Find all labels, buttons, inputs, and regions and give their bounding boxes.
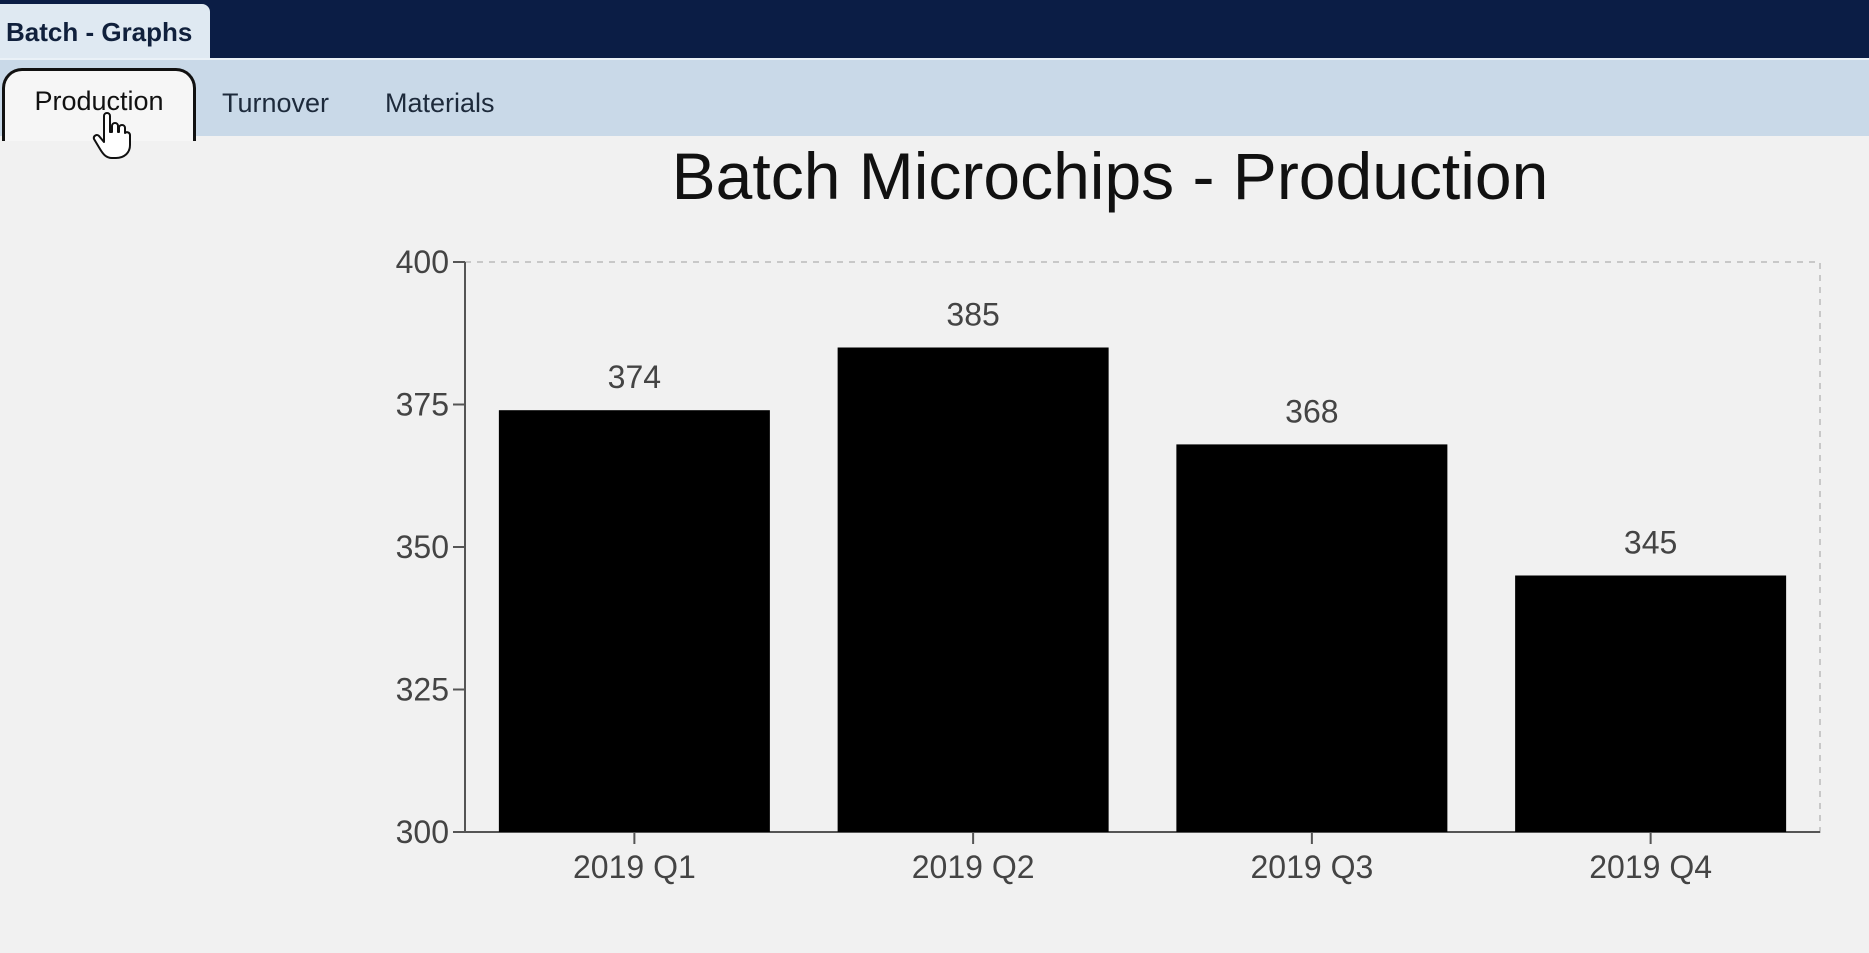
tab-production[interactable]: Production: [2, 68, 196, 141]
x-tick-label: 2019 Q3: [1250, 849, 1373, 885]
tab-strip: Production Turnover Materials: [0, 58, 1869, 141]
x-tick-label: 2019 Q4: [1589, 849, 1712, 885]
y-tick-label: 300: [396, 814, 449, 850]
tab-materials[interactable]: Materials: [385, 88, 495, 118]
x-tick-label: 2019 Q2: [912, 849, 1035, 885]
y-tick-label: 325: [396, 672, 449, 708]
bars: 374 2019 Q1 385 2019 Q2 368 2019 Q3 345 2019 Q4: [498, 297, 1787, 885]
bar-value-label: 345: [1624, 525, 1677, 561]
chart-title: Batch Microchips - Production: [671, 139, 1549, 213]
tab-turnover[interactable]: Turnover: [222, 88, 330, 118]
bar-value-label: 374: [608, 359, 661, 395]
bar: [837, 347, 1109, 832]
window-tab-title[interactable]: Batch - Graphs: [0, 4, 210, 60]
y-tick-label: 350: [396, 529, 449, 565]
bar: [1515, 575, 1787, 832]
bar: [1176, 444, 1448, 832]
x-tick-label: 2019 Q1: [573, 849, 696, 885]
bar-value-label: 368: [1285, 393, 1338, 429]
y-tick-label: 400: [396, 244, 449, 280]
y-tick-label: 375: [396, 387, 449, 423]
title-bar: [0, 0, 1869, 60]
bar-value-label: 385: [946, 297, 999, 333]
bar: [498, 410, 770, 832]
hand-pointer-icon: [92, 112, 131, 159]
